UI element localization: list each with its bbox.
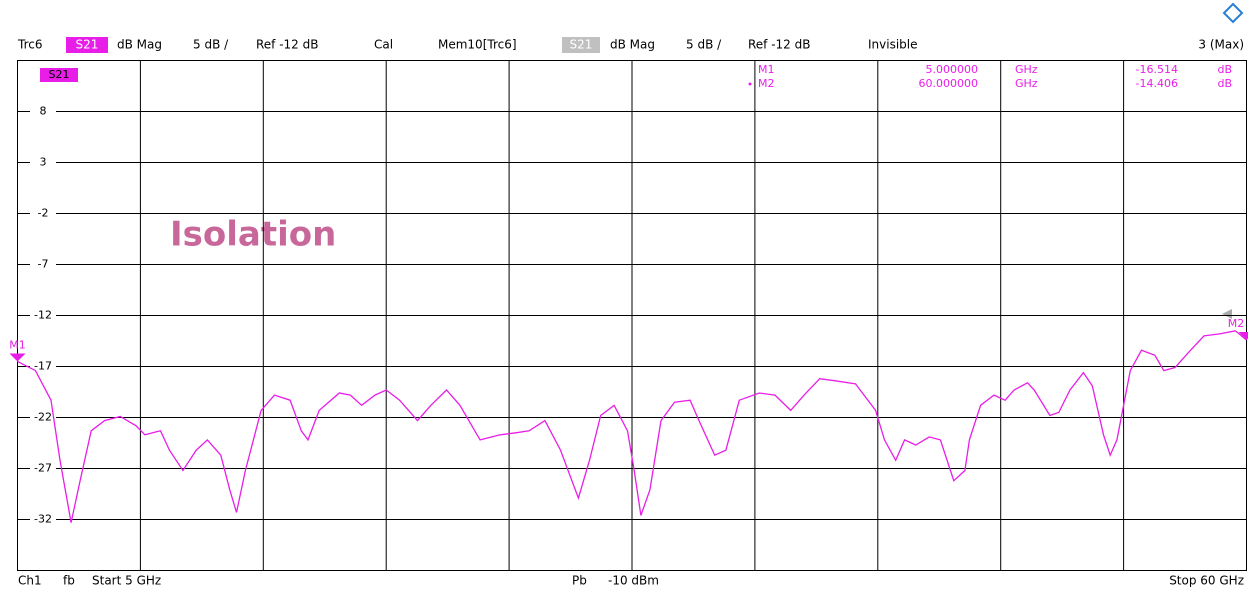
- start: Start 5 GHz: [92, 574, 161, 588]
- memory: Mem10[Trc6]: [438, 38, 517, 52]
- trace-label-badge: [40, 68, 78, 82]
- cal: Cal: [374, 38, 393, 52]
- annotation: Isolation: [170, 215, 336, 255]
- memory-format: dB Mag: [610, 38, 655, 52]
- y-tick-label: -22: [34, 411, 52, 424]
- y-tick-label: -12: [34, 309, 52, 322]
- marker: [1238, 332, 1248, 341]
- format: dB Mag: [117, 38, 162, 52]
- param-badge: [66, 37, 108, 53]
- memory-ref: Ref -12 dB: [748, 38, 810, 52]
- tick-label-bg: [30, 359, 56, 374]
- y-tick-label: -32: [34, 513, 52, 526]
- y-tick-label: -27: [34, 462, 52, 475]
- marker-table-x-unit: GHz: [1015, 77, 1038, 90]
- tick-label-bg: [30, 410, 56, 425]
- power: -10 dBm: [608, 574, 659, 588]
- marker-table-value: -14.406: [1136, 77, 1178, 90]
- marker-label: M2: [1228, 317, 1245, 330]
- window: 3 (Max): [1198, 38, 1244, 52]
- tick-label-bg: [30, 308, 56, 323]
- tick-label-bg: [30, 104, 56, 119]
- y-tick-label: -7: [38, 258, 49, 271]
- plot: 8 3 -2 -7 -12 -17 -22 -27 -32 M1 M1 5.000000 GHz -16.…: [9, 60, 1248, 571]
- marker-table-unit: dB: [1217, 63, 1232, 76]
- y-tick-label: 3: [40, 156, 47, 169]
- memory-scale: 5 dB /: [686, 38, 722, 52]
- marker-table-unit: dB: [1217, 77, 1232, 90]
- scale: 5 dB /: [193, 38, 229, 52]
- tick-label-bg: [30, 257, 56, 272]
- rs-logo: [1222, 2, 1244, 24]
- ref: Ref -12 dB: [256, 38, 318, 52]
- stop: Stop 60 GHz: [1169, 574, 1244, 588]
- marker-table-x: 5.000000: [926, 63, 979, 76]
- tick-label-bg: [30, 155, 56, 170]
- y-tick-label: -2: [38, 207, 49, 220]
- tick-label-bg: [30, 206, 56, 221]
- power-label: Pb: [572, 574, 587, 588]
- tick-label-bg: [30, 512, 56, 527]
- channel: Ch1: [18, 574, 42, 588]
- param: S21: [76, 38, 99, 52]
- y-tick-label: 8: [40, 105, 47, 118]
- trace-name: Trc6: [17, 38, 42, 52]
- marker-table-value: -16.514: [1136, 63, 1178, 76]
- trace-label: S21: [49, 68, 70, 81]
- marker-table-name: M1: [758, 63, 775, 76]
- tick-label-bg: [30, 461, 56, 476]
- marker-label: M1: [9, 339, 26, 352]
- trace: [17, 330, 1247, 523]
- marker-table-x: 60.000000: [919, 77, 979, 90]
- marker: [9, 353, 26, 362]
- ref-indicator: [1222, 309, 1232, 319]
- y-tick-label: -17: [34, 360, 52, 373]
- memory-param-badge: [562, 37, 600, 53]
- memory-param: S21: [570, 38, 593, 52]
- marker-table-x-unit: GHz: [1015, 63, 1038, 76]
- active-dot: [748, 82, 752, 86]
- memory-state: Invisible: [868, 38, 918, 52]
- marker-table-name: M2: [758, 77, 775, 90]
- mode: fb: [63, 574, 75, 588]
